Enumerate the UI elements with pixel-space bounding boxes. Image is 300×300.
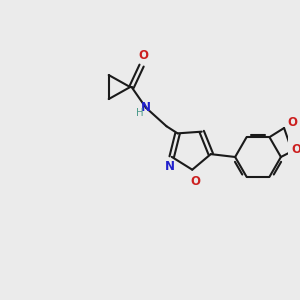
Text: O: O [190,175,200,188]
Text: O: O [291,143,300,157]
Text: N: N [141,101,151,114]
Text: N: N [165,160,175,173]
Text: H: H [136,108,143,118]
Text: O: O [288,116,298,129]
Text: O: O [138,49,148,62]
